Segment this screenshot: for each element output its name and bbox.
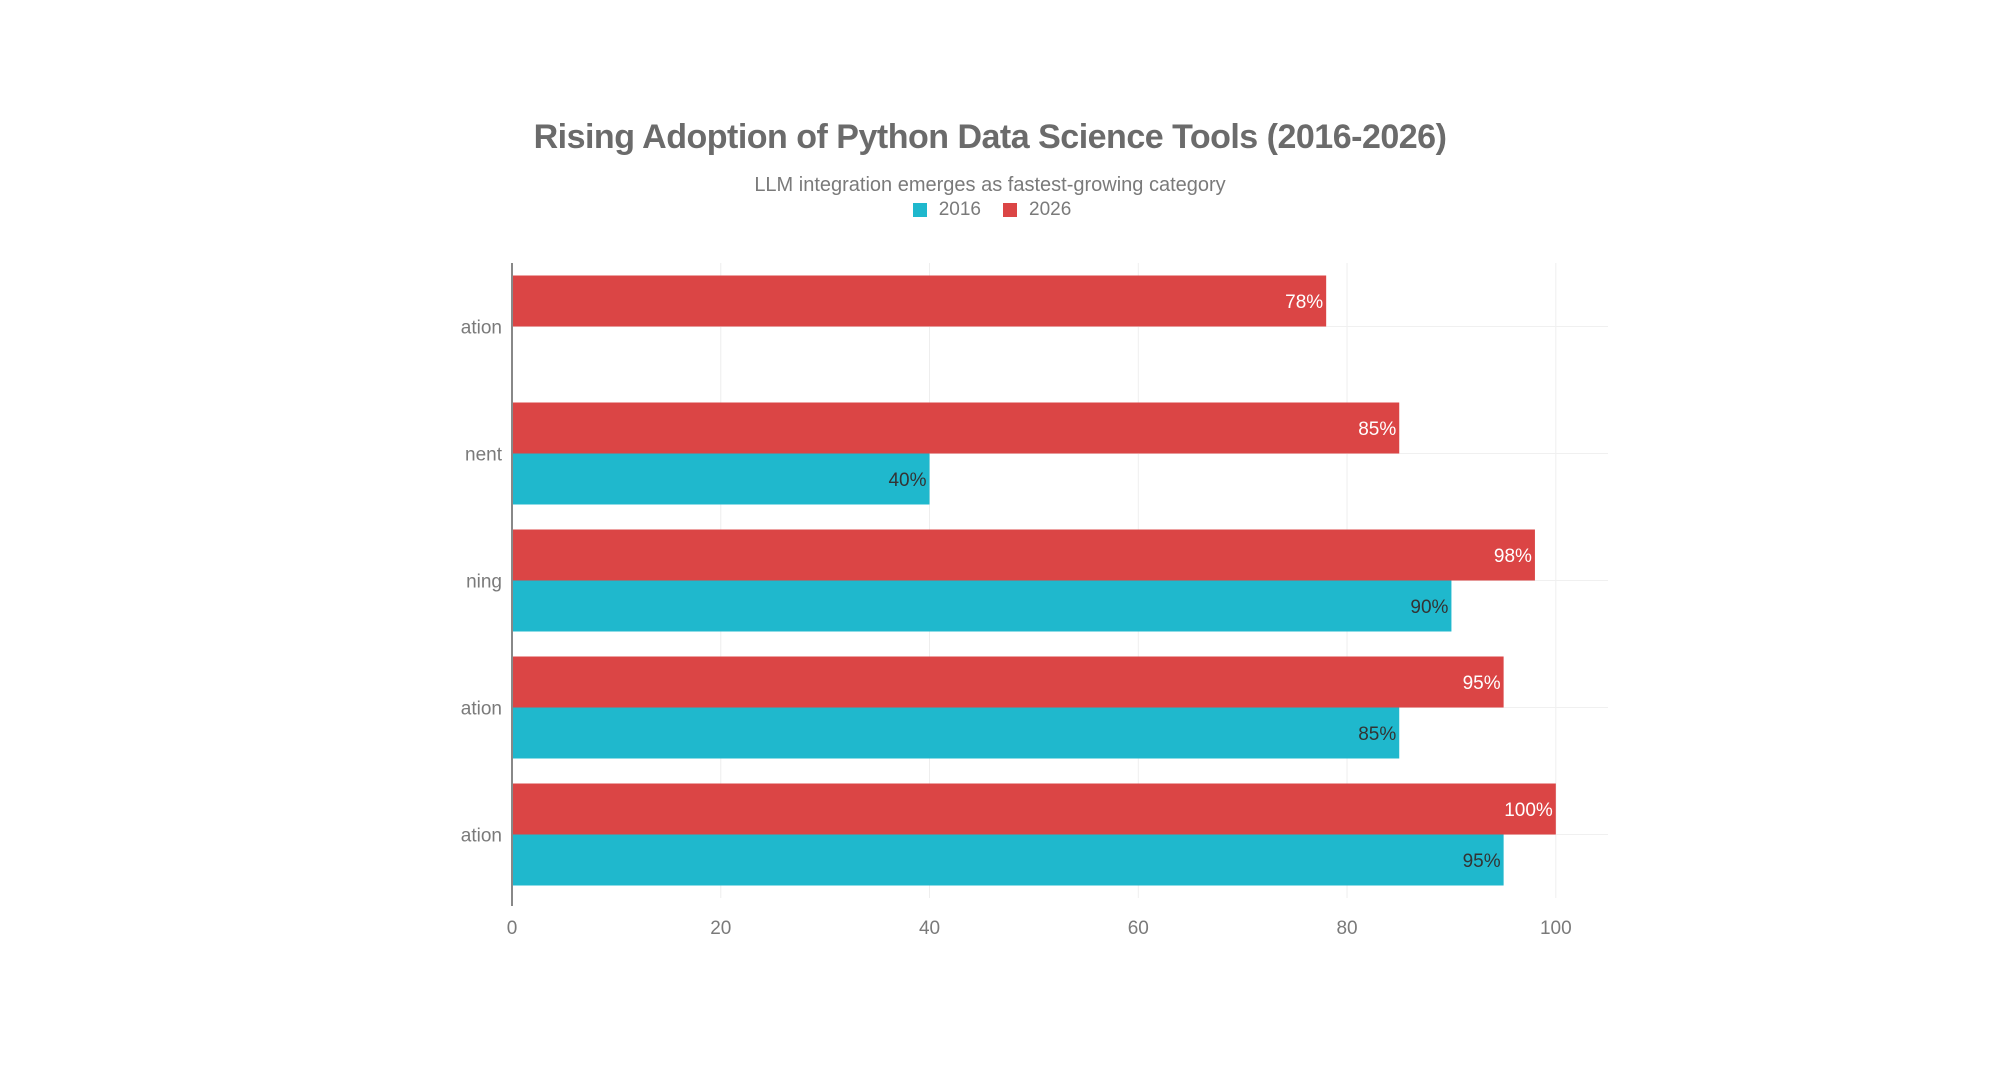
data-label-2026: 95% <box>1463 673 1501 694</box>
legend-item-2016[interactable]: 2016 <box>912 199 981 221</box>
data-label-2026: 98% <box>1494 546 1532 567</box>
data-label-2026: 100% <box>1504 800 1553 821</box>
bar-2026 <box>512 656 1504 708</box>
legend-swatch-2026 <box>1003 203 1017 217</box>
bar-2026 <box>512 275 1327 327</box>
y-category-label: ation <box>461 318 502 339</box>
legend-swatch-2016 <box>912 203 927 217</box>
legend-label-2026: 2026 <box>1029 199 1072 220</box>
data-label-2016: 95% <box>1463 851 1501 872</box>
bar-2016 <box>512 453 930 505</box>
y-category-label: ation <box>461 826 502 847</box>
x-tick-label: 0 <box>507 918 518 939</box>
bar-2026 <box>512 529 1535 581</box>
bar-2026 <box>512 783 1556 835</box>
legend: 2016 2026 <box>0 199 1984 221</box>
bar-2016 <box>512 834 1504 886</box>
legend-label-2016: 2016 <box>938 199 981 220</box>
data-label-2016: 90% <box>1410 597 1448 618</box>
data-label-2016: 40% <box>888 470 926 491</box>
x-tick-label: 20 <box>710 918 731 939</box>
y-category-label: ning <box>466 572 502 593</box>
bar-2026 <box>512 402 1400 454</box>
bar-2016 <box>512 580 1452 632</box>
x-tick-label: 100 <box>1540 918 1572 939</box>
y-category-label: ation <box>461 699 502 720</box>
legend-item-2026[interactable]: 2026 <box>1003 199 1071 221</box>
chart-title: Rising Adoption of Python Data Science T… <box>533 118 1447 156</box>
data-label-2026: 85% <box>1358 419 1396 440</box>
chart-subtitle: LLM integration emerges as fastest-growi… <box>754 174 1226 196</box>
data-label-2026: 78% <box>1285 292 1323 313</box>
y-category-label: nent <box>465 445 503 466</box>
x-tick-label: 40 <box>919 918 940 939</box>
data-label-2016: 85% <box>1358 724 1396 745</box>
bar-2016 <box>512 707 1400 759</box>
x-tick-label: 60 <box>1128 918 1149 939</box>
x-tick-label: 80 <box>1336 918 1357 939</box>
